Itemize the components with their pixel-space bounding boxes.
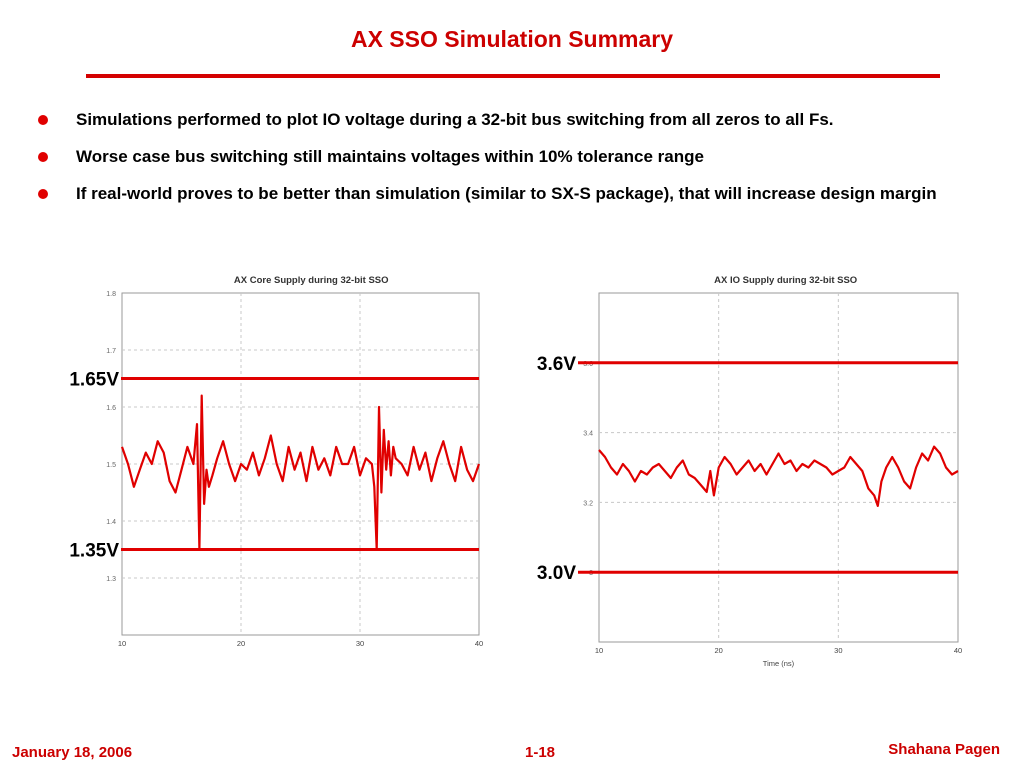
- bullet-text: Worse case bus switching still maintains…: [76, 147, 704, 166]
- chart-title: AX IO Supply during 32-bit SSO: [714, 275, 857, 286]
- title-underline: [86, 74, 940, 78]
- tolerance-limit-label: 1.35V: [69, 541, 119, 562]
- tolerance-limit-label: 3.0V: [537, 563, 576, 584]
- bullet-item: Worse case bus switching still maintains…: [38, 145, 988, 169]
- bullet-dot-icon: [38, 189, 48, 199]
- y-tick-label: 3.2: [583, 500, 593, 507]
- x-tick-label: 30: [834, 646, 842, 655]
- bullet-item: If real-world proves to be better than s…: [38, 182, 988, 206]
- x-tick-label: 20: [714, 646, 722, 655]
- series-line: [598, 445, 959, 507]
- x-tick-label: 30: [356, 639, 364, 648]
- x-tick-label: 20: [237, 639, 245, 648]
- x-axis-label: Time (ns): [763, 659, 795, 668]
- y-tick-label: 1.3: [106, 576, 116, 583]
- footer-page-number: 1-18: [524, 744, 556, 761]
- x-axis-label: Time (ns): [285, 652, 317, 653]
- y-tick-label: 3.4: [583, 431, 593, 438]
- bullet-dot-icon: [38, 152, 48, 162]
- x-tick-label: 40: [475, 639, 483, 648]
- io-supply-chart: 1020304033.23.43.6AX IO Supply during 32…: [537, 275, 962, 668]
- slide-title: AX SSO Simulation Summary: [350, 26, 674, 52]
- footer-date: January 18, 2006: [12, 744, 133, 761]
- y-tick-label: 1.8: [106, 291, 116, 298]
- bullet-text: Simulations performed to plot IO voltage…: [76, 110, 834, 129]
- x-tick-label: 10: [118, 639, 126, 648]
- core-supply-chart: 10 20 30 40 1.3 1.4 1.5 1.6 1.7 1.8 AX Core Supply…: [69, 275, 483, 653]
- tolerance-limit-label: 3.6V: [537, 354, 576, 375]
- y-tick-label: 1.6: [106, 405, 116, 412]
- plot-area: [121, 292, 480, 636]
- x-tick-label: 10: [595, 646, 603, 655]
- chart-title: AX Core Supply during 32-bit SSO: [234, 275, 389, 286]
- tolerance-limit-label: 1.65V: [69, 370, 119, 391]
- bullet-text: If real-world proves to be better than s…: [76, 184, 937, 203]
- x-tick-label: 40: [954, 646, 962, 655]
- bullet-dot-icon: [38, 115, 48, 125]
- series-line: [120, 394, 481, 551]
- bullet-item: Simulations performed to plot IO voltage…: [38, 108, 988, 132]
- y-tick-label: 1.7: [106, 348, 116, 355]
- y-tick-label: 1.4: [106, 519, 116, 526]
- y-tick-label: 1.5: [106, 462, 116, 469]
- bullet-list: Simulations performed to plot IO voltage…: [38, 108, 988, 219]
- footer-author: Shahana Pagen: [888, 741, 1000, 758]
